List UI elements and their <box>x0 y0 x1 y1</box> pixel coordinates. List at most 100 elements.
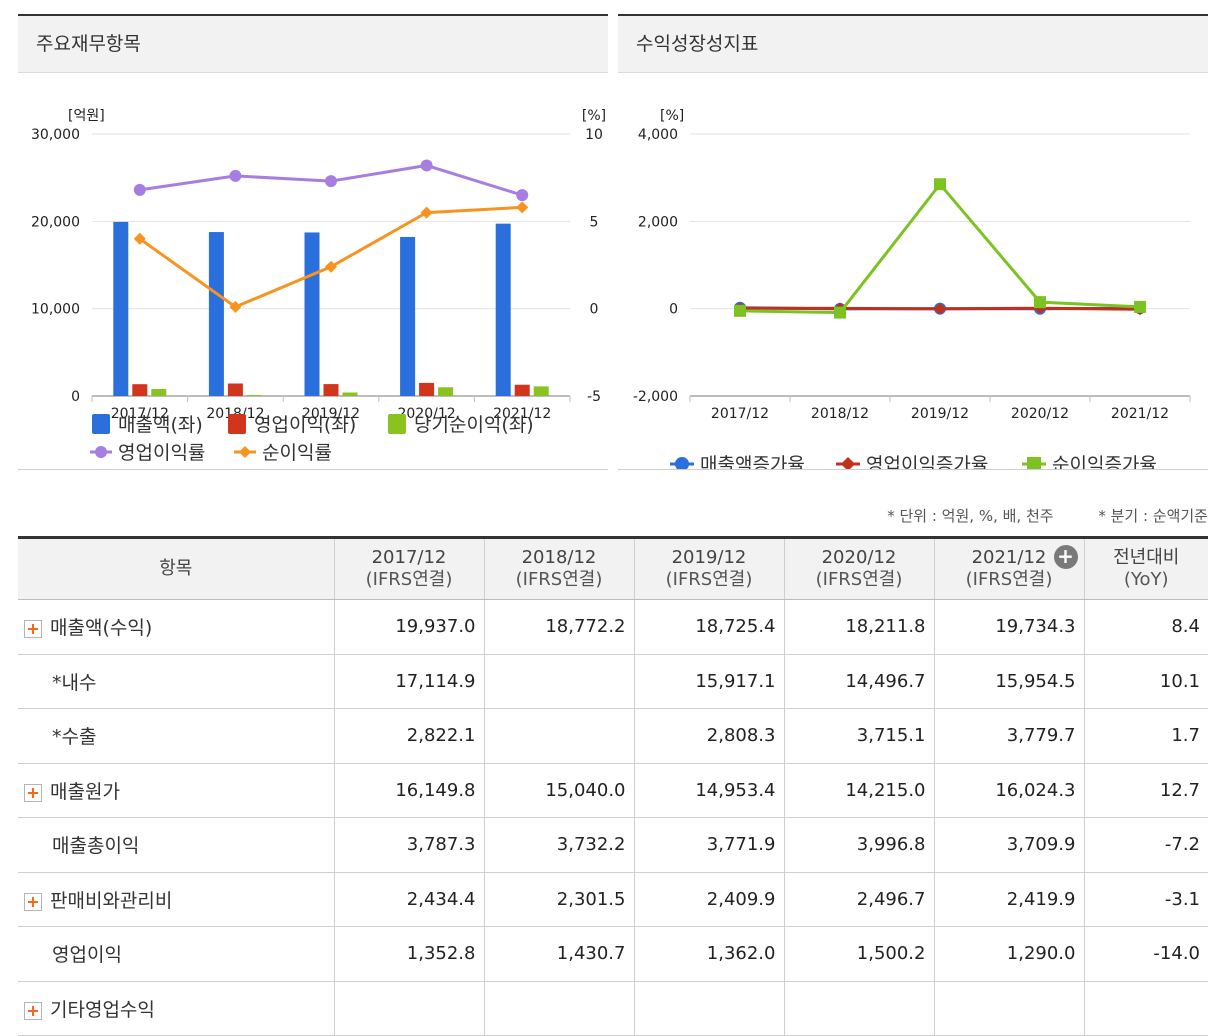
value-cell: 2,301.5 <box>483 872 634 927</box>
y-right-unit: [%] <box>582 108 606 124</box>
bar-매출액(좌) <box>400 236 416 396</box>
y-left-tick-label: 10,000 <box>31 302 80 318</box>
value-cell <box>783 981 934 1036</box>
expand-plus-icon[interactable] <box>24 892 42 911</box>
yoy-cell: -14.0 <box>1083 926 1208 982</box>
value-cell: 1,290.0 <box>933 926 1084 982</box>
value-cell: 3,779.7 <box>933 708 1084 764</box>
value-cell: 18,211.8 <box>783 599 934 655</box>
value-cell <box>483 708 634 764</box>
header-yoy: 전년대비 (YoY) <box>1083 536 1208 600</box>
row-label-cell: *수출 <box>18 708 334 764</box>
value-cell: 3,787.3 <box>333 817 484 873</box>
bar-영업이익(좌) <box>323 384 339 396</box>
value-cell: 16,024.3 <box>933 763 1084 818</box>
table-row: *내수 17,114.9 15,917.1 14,496.7 15,954.5 10.1 <box>18 654 1208 709</box>
legend-label: 순이익증가율 <box>1052 454 1157 470</box>
period-basis: (IFRS연결) <box>665 569 753 590</box>
row-label[interactable]: 매출원가 <box>50 780 120 803</box>
period-basis: (IFRS연결) <box>965 569 1053 590</box>
row-label[interactable]: 매출액(수익) <box>50 617 153 640</box>
legend-marker <box>841 457 855 470</box>
period-year: 2020/12 <box>821 547 897 568</box>
point-순이익률 <box>325 260 337 273</box>
value-cell: 3,771.9 <box>633 817 784 873</box>
bar-매출액(좌) <box>113 221 129 396</box>
value-cell <box>333 981 484 1036</box>
point-영업이익률 <box>325 175 337 188</box>
expand-plus-icon[interactable] <box>24 1001 42 1020</box>
table-row: 판매비와관리비 2,434.4 2,301.5 2,409.9 2,496.7 2,419… <box>18 872 1208 927</box>
financial-summary-chart: 0 10,000 20,000 30,000 -5 0 5 10 [억원] [%] 2017/12 2… <box>31 108 606 464</box>
quarter-note: * 분기 : 순액기준 <box>1098 507 1208 525</box>
header-item: 항목 <box>18 536 334 600</box>
value-cell <box>483 981 634 1036</box>
x-tick-label: 2017/12 <box>111 406 169 422</box>
table-row: 매출원가 16,149.8 15,040.0 14,953.4 14,215.0 16,0… <box>18 763 1208 818</box>
y-right-tick-label: 10 <box>585 127 603 143</box>
yoy-cell <box>1083 981 1208 1036</box>
value-cell: 14,215.0 <box>783 763 934 818</box>
x-tick-label: 2020/12 <box>398 406 456 422</box>
value-cell: 3,732.2 <box>483 817 634 873</box>
x-tick-label: 2019/12 <box>911 406 969 422</box>
period-basis: (IFRS연결) <box>515 569 603 590</box>
row-label[interactable]: 기타영업수익 <box>50 998 155 1021</box>
value-cell: 1,362.0 <box>633 926 784 982</box>
header-period: 2020/12 (IFRS연결) <box>783 536 934 600</box>
x-tick-label: 2019/12 <box>302 406 360 422</box>
legend-label: 영업이익증가율 <box>866 454 988 470</box>
row-label-cell: 매출액(수익) <box>18 599 334 655</box>
unit-note: * 단위 : 억원, %, 배, 천주 <box>887 507 1054 525</box>
value-cell: 18,725.4 <box>633 599 784 655</box>
period-basis: (IFRS연결) <box>815 569 903 590</box>
point-순이익률 <box>229 300 242 313</box>
y-tick-label: -2,000 <box>633 389 678 405</box>
table-row: 매출액(수익) 19,937.0 18,772.2 18,725.4 18,211.8 1… <box>18 599 1208 655</box>
period-year: 2019/12 <box>671 547 747 568</box>
y-left-tick-label: 30,000 <box>31 127 80 143</box>
row-label-cell: 매출원가 <box>18 763 334 818</box>
yoy-cell: -7.2 <box>1083 817 1208 873</box>
table-row: 매출총이익 3,787.3 3,732.2 3,771.9 3,996.8 3,709.9… <box>18 817 1208 873</box>
y-tick-label: 2,000 <box>638 214 678 230</box>
yoy-cell: 10.1 <box>1083 654 1208 709</box>
yoy-cell: 8.4 <box>1083 599 1208 655</box>
y-right-tick-label: 0 <box>590 302 599 318</box>
value-cell: 15,040.0 <box>483 763 634 818</box>
point-영업이익률 <box>229 169 242 182</box>
add-period-icon[interactable]: + <box>1053 545 1078 569</box>
growth-indicator-panel: 수익성장성지표 -2,000 0 2,000 4,000 [%] 2017/12 2018/… <box>618 14 1208 470</box>
yoy-cell: -3.1 <box>1083 872 1208 927</box>
value-cell: 14,496.7 <box>783 654 934 709</box>
legend-label: 매출액(좌) <box>118 414 203 436</box>
bar-영업이익(좌) <box>132 384 148 396</box>
value-cell: 2,808.3 <box>633 708 784 764</box>
value-cell <box>483 654 634 709</box>
x-tick-label: 2021/12 <box>493 406 551 422</box>
point-영업이익률 <box>420 159 433 172</box>
y-tick-label: 4,000 <box>638 127 678 143</box>
expand-plus-icon[interactable] <box>24 620 42 639</box>
row-label-cell: 기타영업수익 <box>18 981 334 1036</box>
growth-indicator-chart: -2,000 0 2,000 4,000 [%] 2017/12 2018/12 2019/1… <box>633 108 1191 470</box>
row-label-cell: 판매비와관리비 <box>18 872 334 927</box>
point-영업이익률 <box>133 183 146 196</box>
expand-plus-icon[interactable] <box>24 783 42 802</box>
bar-영업이익(좌) <box>419 382 435 396</box>
row-label[interactable]: 판매비와관리비 <box>50 889 173 912</box>
header-period: 2019/12 (IFRS연결) <box>633 536 784 600</box>
value-cell: 2,822.1 <box>333 708 484 764</box>
table-row: 영업이익 1,352.8 1,430.7 1,362.0 1,500.2 1,290.0-… <box>18 926 1208 982</box>
yoy-sub: (YoY) <box>1123 569 1169 590</box>
unit-notes: * 단위 : 억원, %, 배, 천주 * 분기 : 순액기준 <box>847 505 1208 526</box>
value-cell: 2,409.9 <box>633 872 784 927</box>
value-cell: 2,496.7 <box>783 872 934 927</box>
x-tick-label: 2021/12 <box>1111 406 1169 422</box>
point-순이익률 <box>420 206 433 219</box>
row-label: *내수 <box>52 671 97 694</box>
legend-marker <box>239 446 251 458</box>
bar-당기순이익(좌) <box>438 387 454 396</box>
x-tick-label: 2020/12 <box>1011 406 1069 422</box>
point-순이익증가율 <box>734 304 746 317</box>
